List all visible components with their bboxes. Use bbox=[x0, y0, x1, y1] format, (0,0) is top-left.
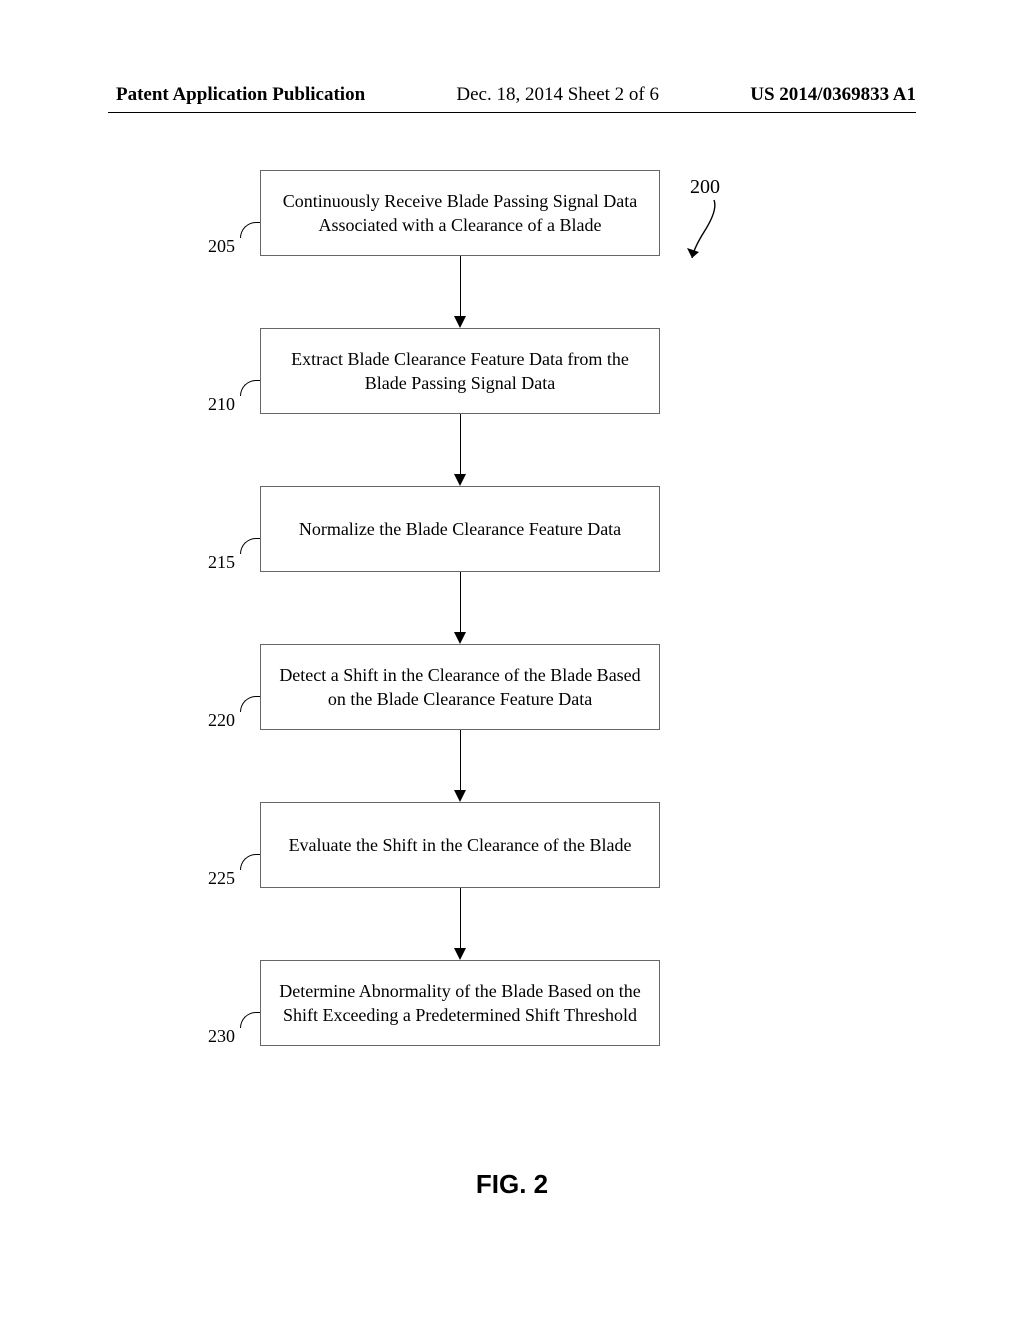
flowchart-box-text: Normalize the Blade Clearance Feature Da… bbox=[299, 517, 621, 541]
flowchart-step: Determine Abnormality of the Blade Based… bbox=[200, 960, 760, 1046]
flowchart-box-text: Continuously Receive Blade Passing Signa… bbox=[279, 189, 641, 238]
flowchart-step: Extract Blade Clearance Feature Data fro… bbox=[200, 328, 760, 414]
flowchart-box: Detect a Shift in the Clearance of the B… bbox=[260, 644, 660, 730]
flowchart-box: Evaluate the Shift in the Clearance of t… bbox=[260, 802, 660, 888]
reference-label: 230 bbox=[208, 1026, 235, 1047]
flowchart-arrow bbox=[260, 888, 660, 960]
flowchart-200: 200 Continuously Receive Blade Passing S… bbox=[200, 170, 760, 1046]
arrow-head-icon bbox=[454, 316, 466, 328]
flowchart-step: Normalize the Blade Clearance Feature Da… bbox=[200, 486, 760, 572]
flowchart-arrow bbox=[260, 730, 660, 802]
flowchart-box-text: Evaluate the Shift in the Clearance of t… bbox=[289, 833, 632, 857]
page-header: Patent Application Publication Dec. 18, … bbox=[0, 84, 1024, 106]
flowchart-box: Continuously Receive Blade Passing Signa… bbox=[260, 170, 660, 256]
arrow-head-icon bbox=[454, 948, 466, 960]
header-center: Dec. 18, 2014 Sheet 2 of 6 bbox=[456, 84, 659, 106]
arrow-head-icon bbox=[454, 790, 466, 802]
reference-label: 210 bbox=[208, 394, 235, 415]
flowchart-step: Evaluate the Shift in the Clearance of t… bbox=[200, 802, 760, 888]
arrow-head-icon bbox=[454, 474, 466, 486]
reference-arc-icon bbox=[240, 380, 260, 396]
flowchart-step: Continuously Receive Blade Passing Signa… bbox=[200, 170, 760, 256]
flowchart-box: Normalize the Blade Clearance Feature Da… bbox=[260, 486, 660, 572]
header-rule bbox=[108, 112, 916, 113]
figure-label: FIG. 2 bbox=[0, 1169, 1024, 1200]
flowchart-box: Determine Abnormality of the Blade Based… bbox=[260, 960, 660, 1046]
reference-label: 205 bbox=[208, 236, 235, 257]
arrow-head-icon bbox=[454, 632, 466, 644]
reference-arc-icon bbox=[240, 538, 260, 554]
flowchart-arrow bbox=[260, 572, 660, 644]
flowchart-arrow bbox=[260, 256, 660, 328]
reference-label: 225 bbox=[208, 868, 235, 889]
flowchart-step: Detect a Shift in the Clearance of the B… bbox=[200, 644, 760, 730]
reference-arc-icon bbox=[240, 854, 260, 870]
flowchart-box-text: Detect a Shift in the Clearance of the B… bbox=[279, 663, 641, 712]
flowchart-box-text: Extract Blade Clearance Feature Data fro… bbox=[279, 347, 641, 396]
reference-label: 220 bbox=[208, 710, 235, 731]
reference-arc-icon bbox=[240, 696, 260, 712]
flowchart-box-text: Determine Abnormality of the Blade Based… bbox=[279, 979, 641, 1028]
flowchart-box: Extract Blade Clearance Feature Data fro… bbox=[260, 328, 660, 414]
header-left: Patent Application Publication bbox=[116, 84, 365, 106]
reference-arc-icon bbox=[240, 1012, 260, 1028]
reference-arc-icon bbox=[240, 222, 260, 238]
flowchart-arrow bbox=[260, 414, 660, 486]
reference-label: 215 bbox=[208, 552, 235, 573]
header-right: US 2014/0369833 A1 bbox=[750, 84, 916, 106]
